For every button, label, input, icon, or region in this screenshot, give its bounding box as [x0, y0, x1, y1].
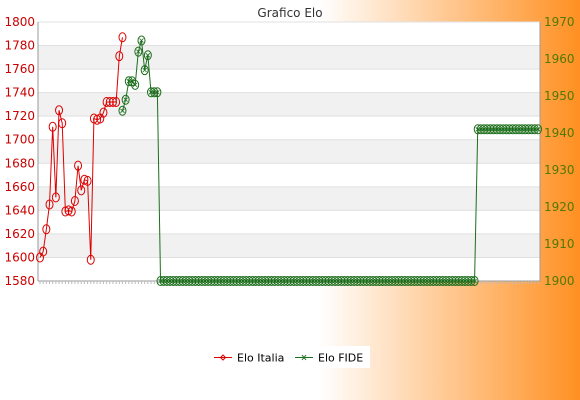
left-tick-label: 1640 — [4, 203, 35, 217]
elo-fide-x-marker-icon — [120, 108, 125, 114]
elo-fide-point — [153, 87, 162, 98]
left-tick-label: 1580 — [4, 274, 35, 288]
elo-italia-point — [58, 118, 67, 129]
left-tick-label: 1700 — [4, 133, 35, 147]
elo-italia-point — [118, 32, 127, 43]
elo-fide-x-marker-icon — [145, 53, 151, 58]
elo-italia-point — [48, 121, 57, 132]
plot-band — [38, 92, 540, 117]
legend-diamond-marker-icon — [219, 354, 227, 361]
elo-fide-point — [137, 35, 146, 46]
right-tick-label: 1910 — [544, 237, 575, 251]
right-tick-label: 1960 — [544, 52, 575, 66]
grid-lines — [38, 21, 540, 282]
left-tick-label: 1780 — [4, 39, 35, 53]
elo-fide-x-marker-icon — [123, 97, 128, 102]
legend-box — [210, 346, 370, 368]
left-tick-label: 1720 — [4, 109, 35, 123]
elo-italia-point — [67, 206, 76, 217]
left-tick-label: 1620 — [4, 227, 35, 241]
elo-italia-point — [93, 114, 102, 125]
elo-italia-point — [80, 174, 89, 185]
elo-fide-point — [140, 65, 149, 76]
plot-band — [38, 233, 540, 258]
elo-italia-point — [83, 175, 92, 186]
left-tick-label: 1800 — [4, 15, 35, 29]
chart-series — [36, 32, 542, 286]
elo-fide-x-marker-icon — [155, 90, 160, 95]
left-tick-label: 1740 — [4, 86, 35, 100]
plot-band — [38, 139, 540, 164]
left-tick-label: 1600 — [4, 250, 35, 264]
right-tick-label: 1900 — [544, 274, 575, 288]
plot-area — [38, 22, 540, 281]
elo-fide-point — [143, 50, 152, 61]
elo-italia-point — [89, 113, 98, 124]
elo-italia-point — [99, 107, 108, 118]
elo-fide-point — [534, 124, 542, 135]
legend-item-elo-fide[interactable]: Elo FIDE — [295, 352, 363, 365]
elo-italia-point — [70, 195, 79, 206]
elo-italia-point — [115, 51, 124, 62]
elo-italia-point — [86, 254, 95, 265]
elo-fide-x-marker-icon — [139, 38, 144, 43]
plot-band — [38, 186, 540, 211]
elo-italia-point — [112, 97, 121, 108]
elo-italia-line — [39, 37, 123, 260]
legend: Elo Italia Elo FIDE — [210, 346, 370, 368]
left-tick-label: 1660 — [4, 180, 35, 194]
elo-fide-x-marker-icon — [472, 278, 477, 284]
elo-italia-point — [108, 97, 117, 108]
elo-italia-point — [39, 246, 48, 257]
right-tick-label: 1920 — [544, 200, 575, 214]
elo-fide-x-marker-icon — [129, 78, 135, 84]
legend-x-marker-icon — [301, 354, 307, 361]
elo-italia-point — [55, 105, 64, 116]
elo-fide-point — [118, 105, 127, 116]
elo-italia-point — [74, 160, 83, 171]
right-tick-label: 1970 — [544, 15, 575, 29]
elo-italia-point — [45, 199, 54, 210]
chart-title: Grafico Elo — [257, 6, 322, 20]
plot-band — [38, 45, 540, 70]
right-tick-label: 1950 — [544, 89, 575, 103]
elo-fide-point — [134, 46, 143, 57]
elo-italia-point — [61, 206, 70, 217]
elo-fide-x-marker-icon — [142, 67, 147, 73]
legend-label-elo-italia: Elo Italia — [237, 352, 284, 365]
right-axis-ticks: 1900 1910 1920 1930 1940 1950 1960 1970 — [544, 15, 575, 288]
legend-label-elo-fide: Elo FIDE — [318, 352, 363, 365]
elo-italia-point — [51, 192, 60, 203]
elo-fide-x-marker-icon — [132, 82, 138, 88]
elo-italia-point — [64, 205, 73, 216]
elo-italia-point — [105, 97, 114, 108]
legend-item-elo-italia[interactable]: Elo Italia — [214, 352, 284, 365]
elo-fide-x-marker-icon — [136, 49, 141, 54]
elo-italia-point — [42, 224, 51, 235]
right-tick-label: 1940 — [544, 126, 575, 140]
left-tick-label: 1760 — [4, 62, 35, 76]
left-tick-label: 1680 — [4, 156, 35, 170]
right-tick-label: 1930 — [544, 163, 575, 177]
elo-italia-point — [77, 185, 86, 196]
elo-fide-point — [121, 94, 130, 105]
left-axis-ticks: 1580 1600 1620 1640 1660 1680 1700 1720 1740 1760… — [4, 15, 35, 288]
elo-fide-point — [470, 276, 479, 286]
elo-italia-point — [102, 97, 111, 108]
elo-fide-x-marker-icon — [535, 127, 541, 132]
elo-fide-point — [131, 79, 140, 90]
